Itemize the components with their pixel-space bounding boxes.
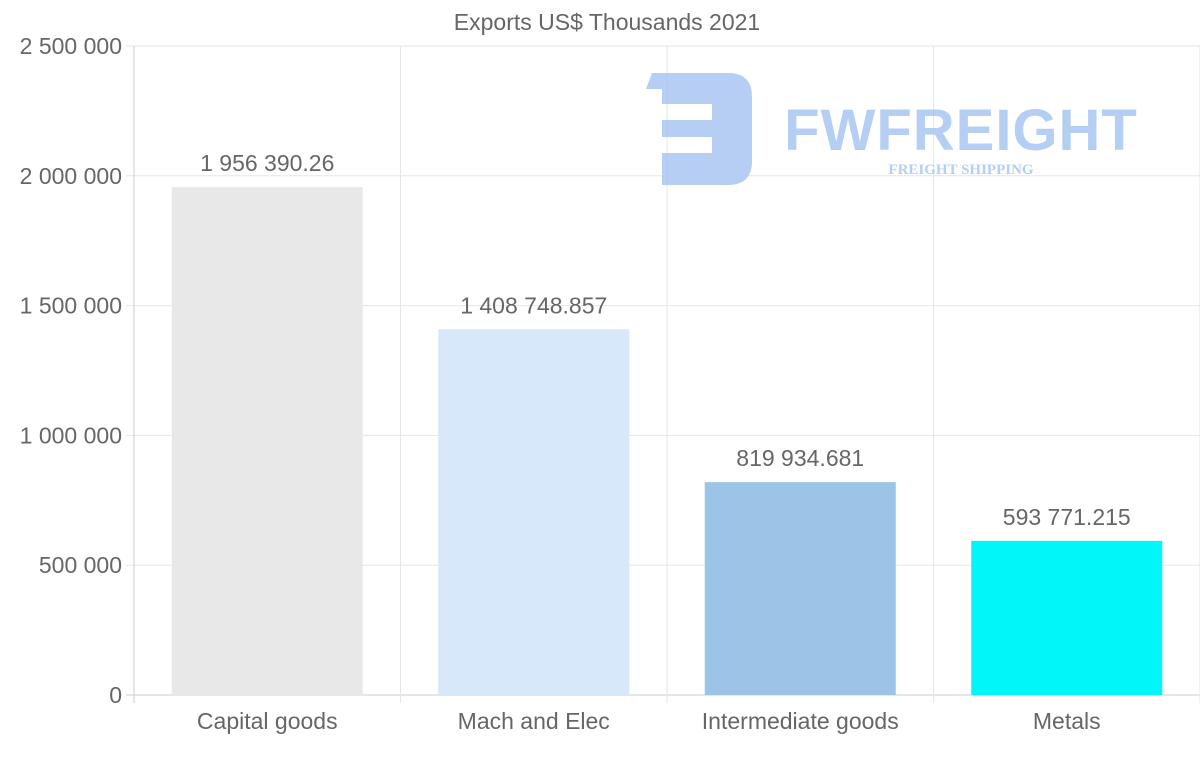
x-tick-label: Mach and Elec	[458, 708, 610, 734]
data-label: 593 771.215	[1003, 504, 1131, 530]
x-tick-label: Metals	[1033, 708, 1101, 734]
fwfreight-watermark-logo: FWFREIGHT FREIGHT SHIPPING	[646, 73, 1138, 185]
bars	[171, 187, 1163, 695]
value-labels: 1 956 390.26 1 408 748.857 819 934.681 593 …	[200, 150, 1131, 530]
x-axis: Capital goods Mach and Elec Intermediate g…	[197, 708, 1101, 734]
y-axis: 0 500 000 1 000 000 1 500 000 2 000 000 2 500…	[20, 33, 122, 708]
x-tick-label: Intermediate goods	[702, 708, 899, 734]
x-tick-label: Capital goods	[197, 708, 338, 734]
data-label: 819 934.681	[736, 445, 864, 471]
chart-title: Exports US$ Thousands 2021	[454, 9, 760, 35]
bar-metals	[971, 540, 1163, 695]
data-label: 1 956 390.26	[200, 150, 334, 176]
y-tick-label: 2 000 000	[20, 163, 122, 189]
y-tick-label: 0	[109, 682, 122, 708]
logo-mark-icon	[646, 73, 752, 185]
y-tick-label: 500 000	[39, 552, 122, 578]
y-tick-label: 2 500 000	[20, 33, 122, 59]
y-tick-label: 1 500 000	[20, 293, 122, 319]
bar-capital-goods	[171, 187, 363, 695]
bar-intermediate-goods	[704, 482, 896, 695]
watermark-brand: FWFREIGHT	[784, 98, 1138, 163]
y-tick-label: 1 000 000	[20, 422, 122, 448]
bar-mach-and-elec	[438, 329, 630, 695]
data-label: 1 408 748.857	[460, 292, 607, 318]
watermark-tagline: FREIGHT SHIPPING	[888, 162, 1033, 178]
